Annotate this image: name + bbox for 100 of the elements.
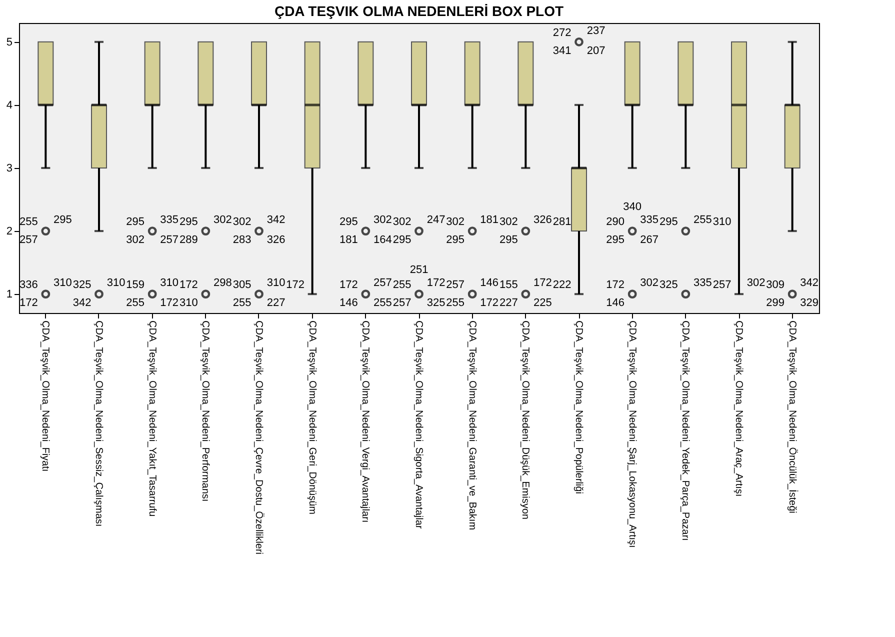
annotation: 283: [232, 234, 252, 246]
annotation: 295: [179, 216, 198, 228]
x-tick-label: ÇDA_Teşvik_Olma_Nedeni_Düşük_Emisyon: [520, 320, 531, 520]
annotation: 227: [499, 297, 518, 310]
annotation: 257: [160, 234, 179, 246]
annotation: 290: [606, 216, 625, 228]
annotation: 255: [232, 297, 252, 310]
annotation: 225: [533, 297, 552, 310]
annotation: 310: [712, 216, 732, 228]
annotation: 281: [552, 216, 572, 228]
annotation: 267: [640, 234, 659, 246]
annotation: 255: [126, 297, 145, 310]
annotation: 172: [19, 297, 38, 310]
annotation: 335: [693, 277, 712, 290]
annotation: 257: [19, 234, 38, 246]
annotation: 155: [499, 279, 518, 292]
annotation: 342: [72, 297, 92, 310]
annotation: 257: [373, 277, 392, 290]
annotation: 302: [640, 277, 659, 290]
annotation: 295: [499, 234, 518, 246]
x-tick-label: ÇDA_Teşvik_Olma_Nedeni_Garanti_ve_Bakım: [466, 320, 478, 530]
x-tick-label: ÇDA_Teşvik_Olma_Nedeni_Performansı: [200, 320, 211, 502]
annotation: 335: [160, 214, 179, 226]
y-tick-label: 1: [6, 288, 12, 301]
annotation: 251: [410, 264, 428, 276]
annotation: 172: [286, 279, 305, 292]
y-tick-label: 4: [6, 99, 12, 112]
annotation: 159: [126, 279, 145, 292]
annotation: 326: [266, 234, 286, 246]
annotation: 298: [213, 277, 232, 290]
annotation: 257: [392, 297, 412, 310]
annotation: 299: [766, 297, 785, 310]
annotation: 289: [179, 234, 198, 246]
annotation: 172: [606, 279, 625, 292]
annotation: 310: [53, 277, 72, 290]
annotation: 255: [373, 297, 392, 310]
annotation: 341: [552, 44, 572, 57]
annotation: 335: [640, 214, 659, 226]
x-tick-label: ÇDA_Teşvik_Olma_Nedeni_Yedek_Parça_Pazarı: [680, 320, 691, 541]
x-tick-label: ÇDA_Teşvik_Olma_Nedeni_Geri_Dönüşüm: [306, 320, 318, 514]
chart-title: ÇDA TEŞVIK OLMA NEDENLERİ BOX PLOT: [274, 3, 564, 19]
annotation: 302: [213, 214, 232, 226]
annotation: 302: [746, 277, 766, 290]
annotation: 310: [160, 277, 179, 290]
annotation: 305: [232, 279, 252, 292]
annotation: 302: [232, 216, 252, 228]
annotation: 302: [126, 234, 145, 246]
annotation: 325: [426, 297, 446, 310]
y-tick-label: 2: [6, 226, 12, 238]
annotation: 207: [586, 44, 606, 57]
annotation: 272: [552, 26, 572, 39]
x-tick-label: ÇDA_Teşvik_Olma_Nedeni_Çevre_Dostu_Özellikleri: [253, 320, 265, 554]
annotation: 295: [339, 216, 358, 228]
annotation: 295: [392, 234, 412, 246]
annotation: 181: [339, 234, 358, 246]
annotation: 164: [373, 234, 392, 246]
annotation: 342: [266, 214, 286, 226]
annotation: 295: [446, 234, 465, 246]
x-tick-label: ÇDA_Teşvik_Olma_Nedeni_Sigorta_Avantajlar: [413, 320, 424, 530]
y-tick-label: 5: [6, 36, 12, 48]
annotation: 342: [800, 277, 819, 290]
annotation: 146: [606, 297, 625, 310]
annotation: 302: [446, 216, 465, 228]
annotation: 340: [623, 201, 642, 214]
annotation: 227: [266, 297, 286, 310]
annotation: 255: [19, 216, 38, 228]
annotation: 255: [446, 297, 465, 310]
annotation: 181: [480, 214, 499, 226]
annotation: 295: [53, 214, 72, 226]
annotation: 172: [160, 297, 179, 310]
annotation: 255: [693, 214, 712, 226]
x-tick-label: ÇDA_Teşvik_Olma_Nedeni_Fiyatı: [40, 320, 51, 472]
annotation: 255: [392, 279, 412, 292]
annotation: 336: [19, 279, 38, 292]
annotation: 237: [586, 24, 606, 37]
annotation: 172: [480, 297, 499, 310]
annotation: 146: [480, 277, 499, 290]
x-tick-label: ÇDA_Teşvik_Olma_Nedeni_Sessiz_Çalışması: [93, 320, 104, 527]
annotation: 329: [800, 297, 819, 310]
x-tick-label: ÇDA_Teşvik_Olma_Nedeni_Öncülük_İsteği: [786, 320, 798, 514]
x-tick-label: ÇDA_Teşvik_Olma_Nedeni_Araç_Artışı: [733, 320, 744, 497]
annotation: 326: [533, 214, 552, 226]
annotation: 247: [426, 214, 446, 226]
y-tick-label: 3: [6, 162, 12, 174]
annotation: 222: [552, 279, 572, 292]
annotation: 295: [606, 234, 625, 246]
annotation: 302: [373, 214, 392, 226]
annotation: 302: [392, 216, 412, 228]
annotation: 257: [446, 279, 465, 292]
annotation: 325: [659, 279, 678, 292]
annotation: 302: [499, 216, 518, 228]
annotation: 310: [266, 277, 286, 290]
annotation: 309: [766, 279, 785, 292]
x-tick-label: ÇDA_Teşvik_Olma_Nedeni_Popülerliği: [573, 320, 584, 494]
annotation: 295: [126, 216, 145, 228]
annotation: 325: [72, 279, 92, 292]
annotation: 257: [712, 279, 732, 292]
annotation: 310: [106, 277, 126, 290]
annotation: 146: [339, 297, 358, 310]
annotation: 172: [179, 279, 198, 292]
